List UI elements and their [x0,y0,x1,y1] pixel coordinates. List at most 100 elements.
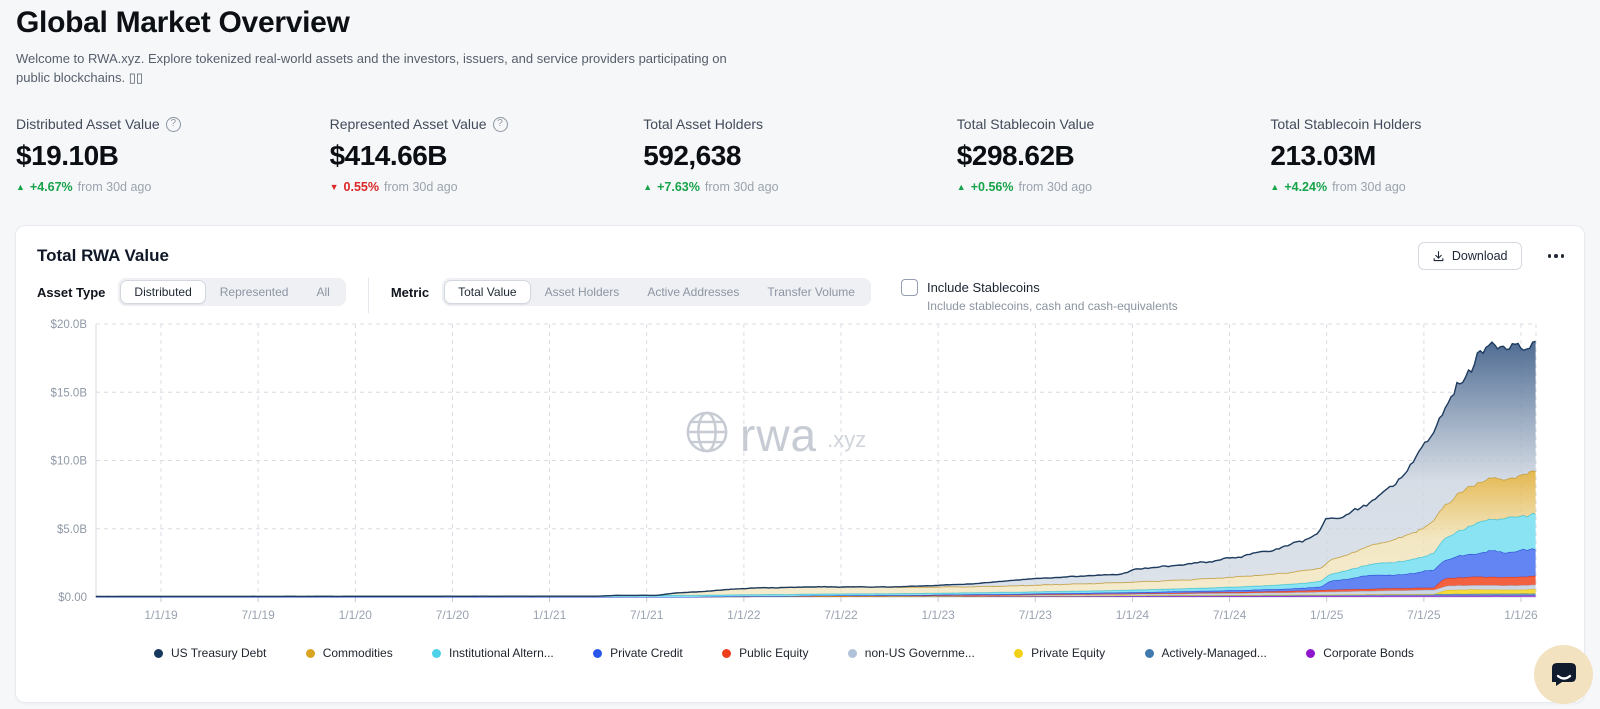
panel-header: Total RWA Value Download [37,242,1568,270]
svg-text:1/1/22: 1/1/22 [727,608,761,622]
stat-change: ▼ 0.55% from 30d ago [329,180,458,194]
include-stablecoins-checkbox[interactable]: Include Stablecoins [900,279,1178,296]
stat-label: Total Stablecoin Holders [1270,116,1422,132]
svg-text:7/1/23: 7/1/23 [1019,608,1053,622]
series-color-dot [1014,648,1024,658]
stats-row: Distributed Asset Value? $19.10B ▲ +4.67% fr… [16,116,1584,194]
svg-text:$15.0B: $15.0B [51,387,88,399]
metric-segmented-control: Total Value Asset Holders Active Addresses… [442,278,871,306]
stat-change: ▲ +4.67% from 30d ago [16,180,152,194]
svg-text:1/1/19: 1/1/19 [144,608,178,622]
svg-text:$5.0B: $5.0B [57,524,87,536]
asset-type-segmented-control: Distributed Represented All [118,278,346,306]
stat-label: Total Stablecoin Value [956,116,1095,132]
stat-label: Distributed Asset Value? [16,116,330,132]
metric-option-asset-holders[interactable]: Asset Holders [531,280,634,304]
stat-value: $298.62B [956,140,1075,171]
controls-divider [367,278,369,313]
arrow-up-icon: ▲ [16,182,25,192]
stat-card-represented-asset-value: Represented Asset Value? $414.66B ▼ 0.55% fr… [330,116,644,194]
legend-item-us-treasury-debt[interactable]: US Treasury Debt [154,646,266,660]
svg-text:1/1/21: 1/1/21 [533,608,567,622]
stat-change: ▲ +4.24% from 30d ago [1270,180,1406,194]
stat-value: $414.66B [329,140,448,171]
stat-label: Represented Asset Value? [330,116,644,132]
stat-card-total-stablecoin-value: Total Stablecoin Value $298.62B ▲ +0.56% fro… [957,116,1271,194]
metric-option-active-addresses[interactable]: Active Addresses [633,280,753,304]
arrow-up-icon: ▲ [643,182,653,192]
ellipsis-icon [1547,254,1551,258]
stat-change: ▲ +0.56% from 30d ago [956,180,1093,194]
total-rwa-value-panel: Total RWA Value Download Asset Type Dist… [15,225,1585,703]
include-stablecoins-group: Include Stablecoins Include stablecoins,… [900,278,1178,313]
series-color-dot [154,648,163,658]
arrow-up-icon: ▲ [1270,182,1280,192]
svg-text:7/1/22: 7/1/22 [824,608,858,622]
legend-item-public-equity[interactable]: Public Equity [722,646,808,660]
legend-item-commodities[interactable]: Commodities [305,646,393,660]
stat-value: $19.10B [16,140,119,171]
stat-card-total-stablecoin-holders: Total Stablecoin Holders 213.03M ▲ +4.24% fr… [1270,116,1584,194]
series-color-dot [1144,648,1154,658]
panel-title: Total RWA Value [37,246,169,265]
stat-card-distributed-asset-value: Distributed Asset Value? $19.10B ▲ +4.67% fr… [16,116,330,194]
asset-type-option-represented[interactable]: Represented [206,280,303,304]
chat-launcher-button[interactable] [1534,645,1593,704]
stat-label: Total Asset Holders [643,116,764,132]
area-series-corporate-bonds[interactable] [95,595,1536,597]
svg-text:7/1/20: 7/1/20 [436,608,470,622]
svg-text:1/1/20: 1/1/20 [339,608,373,622]
stat-card-total-asset-holders: Total Asset Holders 592,638 ▲ +7.63% from 30… [643,116,957,194]
download-icon [1433,250,1444,261]
svg-text:1/1/24: 1/1/24 [1116,608,1150,622]
svg-text:1/1/23: 1/1/23 [921,608,955,622]
asset-type-option-all[interactable]: All [302,280,343,304]
page-header: Global Market Overview Welcome to RWA.xy… [16,6,727,87]
svg-text:1/1/26: 1/1/26 [1504,608,1538,622]
series-color-dot [432,648,442,658]
legend-item-non-us-government-debt[interactable]: non-US Governme... [847,646,975,660]
svg-text:$10.0B: $10.0B [51,456,88,468]
download-button[interactable]: Download [1417,242,1522,270]
chart-legend: US Treasury Debt Commodities Institutional… [154,646,1414,660]
svg-text:7/1/25: 7/1/25 [1407,608,1441,622]
metric-option-transfer-volume[interactable]: Transfer Volume [753,280,869,304]
stat-value: 592,638 [643,140,741,171]
stat-value: 213.03M [1270,140,1376,171]
rwa-value-stacked-area-chart[interactable]: $0.00 $5.0B $10.0B $15.0B $20.0B 1/1/19 7/1/19… [16,319,1586,631]
series-color-dot [305,648,315,658]
legend-item-private-equity[interactable]: Private Equity [1014,646,1105,660]
checkbox-icon[interactable] [900,279,918,296]
info-icon[interactable]: ? [492,116,508,132]
legend-item-actively-managed-strategies[interactable]: Actively-Managed... [1144,646,1267,660]
area-series-us-treasury-debt[interactable] [95,341,1536,597]
legend-item-institutional-alternative-funds[interactable]: Institutional Altern... [432,646,554,660]
page-subtitle: Welcome to RWA.xyz. Explore tokenized re… [16,51,727,85]
svg-text:$20.0B: $20.0B [51,319,88,331]
more-options-button[interactable] [1544,248,1569,264]
svg-text:$0.00: $0.00 [58,592,87,604]
include-stablecoins-description: Include stablecoins, cash and cash-equiv… [926,299,1178,313]
page-title: Global Market Overview [16,6,350,39]
asset-type-option-distributed[interactable]: Distributed [120,280,206,304]
svg-text:7/1/24: 7/1/24 [1213,608,1247,622]
svg-text:1/1/25: 1/1/25 [1310,608,1344,622]
series-color-dot [847,648,857,658]
stat-change: ▲ +7.63% from 30d ago [643,180,779,194]
legend-item-corporate-bonds[interactable]: Corporate Bonds [1306,646,1414,660]
chart-controls: Asset Type Distributed Represented All Met… [37,278,1564,313]
legend-item-private-credit[interactable]: Private Credit [593,646,683,660]
chat-bubble-icon [1551,663,1576,686]
arrow-down-icon: ▼ [329,182,339,192]
asset-type-label: Asset Type [37,285,106,300]
chart-area: $0.00 $5.0B $10.0B $15.0B $20.0B 1/1/19 7/1/19… [16,319,1584,631]
series-color-dot [722,648,732,658]
svg-text:7/1/19: 7/1/19 [241,608,275,622]
metric-option-total-value[interactable]: Total Value [444,280,531,304]
arrow-up-icon: ▲ [956,182,966,192]
info-icon[interactable]: ? [165,116,181,132]
series-color-dot [593,648,603,658]
metric-label: Metric [390,285,430,300]
series-color-dot [1306,648,1316,658]
svg-text:7/1/21: 7/1/21 [630,608,664,622]
